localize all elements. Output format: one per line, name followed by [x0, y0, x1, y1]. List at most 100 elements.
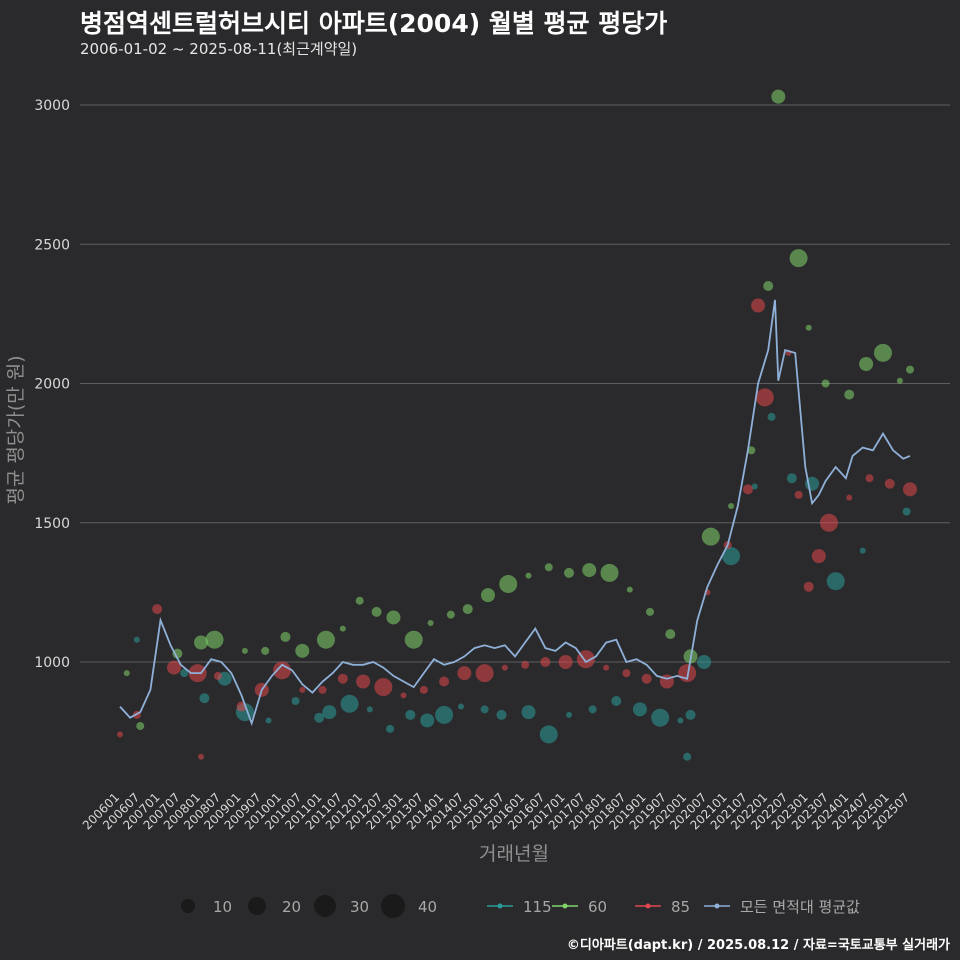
point-60-2019-02 — [646, 607, 655, 616]
size-legend-marker-20 — [248, 897, 266, 915]
point-60-2011-12 — [355, 596, 364, 605]
point-115-2016-02 — [521, 705, 536, 720]
point-60-2012-05 — [371, 606, 382, 617]
y-tick-3000: 3000 — [34, 98, 70, 114]
point-85-2018-01 — [603, 664, 610, 671]
y-tick-1000: 1000 — [34, 655, 70, 671]
point-60-2020-08 — [701, 527, 720, 546]
point-115-2016-08 — [539, 725, 558, 744]
point-85-2024-01 — [846, 494, 853, 501]
point-60-2013-09 — [427, 620, 434, 627]
point-85-2021-12 — [755, 388, 774, 407]
point-115-2007-08 — [180, 669, 189, 678]
point-85-2023-07 — [819, 513, 838, 532]
point-60-2007-06 — [172, 648, 183, 659]
point-115-2020-01 — [683, 752, 692, 761]
point-85-2011-07 — [337, 673, 348, 684]
point-60-2011-07 — [339, 625, 346, 632]
point-85-2022-10 — [794, 490, 803, 499]
point-115-2025-06 — [902, 507, 911, 516]
point-85-2015-07 — [501, 664, 508, 671]
point-60-2012-10 — [386, 610, 401, 625]
point-60-2006-03 — [123, 670, 130, 677]
point-115-2015-06 — [496, 709, 507, 720]
point-60-2015-08 — [499, 575, 518, 594]
chart-subtitle: 2006-01-02 ~ 2025-08-11(최근계약일) — [80, 40, 358, 58]
point-115-2013-08 — [420, 713, 435, 728]
size-legend-marker-40 — [381, 894, 405, 918]
point-85-2023-04 — [811, 549, 826, 564]
point-115-2020-02 — [685, 709, 696, 720]
point-115-2024-05 — [859, 547, 866, 554]
point-60-2017-08 — [582, 563, 597, 578]
point-115-2022-08 — [786, 473, 797, 484]
size-legend-marker-30 — [314, 895, 336, 917]
point-115-2014-06 — [457, 703, 464, 710]
scatter-points — [117, 89, 917, 761]
legend-dot-60 — [562, 903, 568, 909]
size-legend-label-40: 40 — [418, 898, 437, 916]
point-60-2022-01 — [763, 281, 774, 292]
point-115-2019-11 — [677, 717, 684, 724]
point-60-2013-04 — [404, 630, 423, 649]
size-legend-label-30: 30 — [350, 898, 369, 916]
size-legend-label-20: 20 — [282, 898, 301, 916]
point-115-2017-02 — [566, 711, 573, 718]
point-60-2014-08 — [462, 604, 473, 615]
point-115-2014-01 — [435, 705, 454, 724]
point-60-2006-07 — [136, 722, 145, 731]
point-115-2013-03 — [405, 709, 416, 720]
point-60-2011-02 — [316, 630, 335, 649]
series-line-average — [119, 299, 911, 727]
point-115-2012-03 — [366, 706, 373, 713]
point-60-2019-08 — [665, 629, 676, 640]
y-tick-1500: 1500 — [34, 516, 70, 532]
point-85-2012-07 — [374, 678, 393, 697]
point-115-2010-05 — [291, 696, 300, 705]
point-115-2018-04 — [611, 695, 622, 706]
point-115-2019-05 — [651, 708, 670, 727]
point-60-2008-05 — [205, 630, 224, 649]
point-115-2009-09 — [265, 717, 272, 724]
point-85-2021-07 — [742, 484, 753, 495]
y-axis-ticks: 1000 1500 2000 2500 3000 — [34, 98, 70, 671]
point-115-2011-03 — [322, 705, 337, 720]
point-115-2023-09 — [826, 572, 845, 591]
point-85-2008-01 — [198, 753, 205, 760]
point-85-2016-07 — [540, 657, 551, 667]
legend-label-모든 면적대 평균값: 모든 면적대 평균값 — [740, 898, 860, 916]
size-legend-marker-10 — [181, 899, 195, 913]
point-115-2017-09 — [588, 705, 597, 714]
point-115-2015-01 — [480, 705, 489, 714]
point-115-2008-02 — [199, 693, 210, 704]
point-60-2014-03 — [446, 610, 455, 619]
point-60-2022-10 — [789, 249, 808, 268]
point-85-2017-01 — [558, 655, 573, 669]
point-60-2024-06 — [859, 357, 874, 372]
point-85-2007-05 — [167, 660, 182, 675]
x-axis-ticks: 2006012006072007012007072008012008072009… — [80, 790, 912, 832]
y-tick-2500: 2500 — [34, 237, 70, 253]
point-60-2025-04 — [896, 377, 903, 384]
point-115-2006-06 — [133, 636, 140, 643]
point-85-2021-10 — [751, 298, 766, 313]
point-60-2010-02 — [280, 631, 291, 642]
point-85-2025-07 — [903, 482, 917, 497]
point-115-2022-02 — [767, 412, 776, 421]
chart-title: 병점역센트럴허브시티 아파트(2004) 월별 평균 평당가 — [80, 9, 668, 38]
point-85-2013-01 — [400, 692, 407, 699]
legend-label-85: 85 — [671, 898, 690, 916]
point-85-2016-01 — [521, 660, 530, 669]
point-60-2021-02 — [728, 503, 735, 510]
point-60-2023-01 — [805, 324, 812, 331]
point-85-2013-07 — [419, 685, 428, 694]
point-85-2006-01 — [117, 731, 123, 738]
point-60-2018-02 — [600, 563, 619, 582]
point-85-2025-01 — [884, 478, 895, 489]
point-85-2011-01 — [318, 685, 327, 694]
legend-label-60: 60 — [588, 898, 607, 916]
point-60-2025-07 — [906, 365, 914, 374]
point-85-2015-01 — [475, 664, 494, 683]
point-60-2022-04 — [771, 89, 786, 104]
